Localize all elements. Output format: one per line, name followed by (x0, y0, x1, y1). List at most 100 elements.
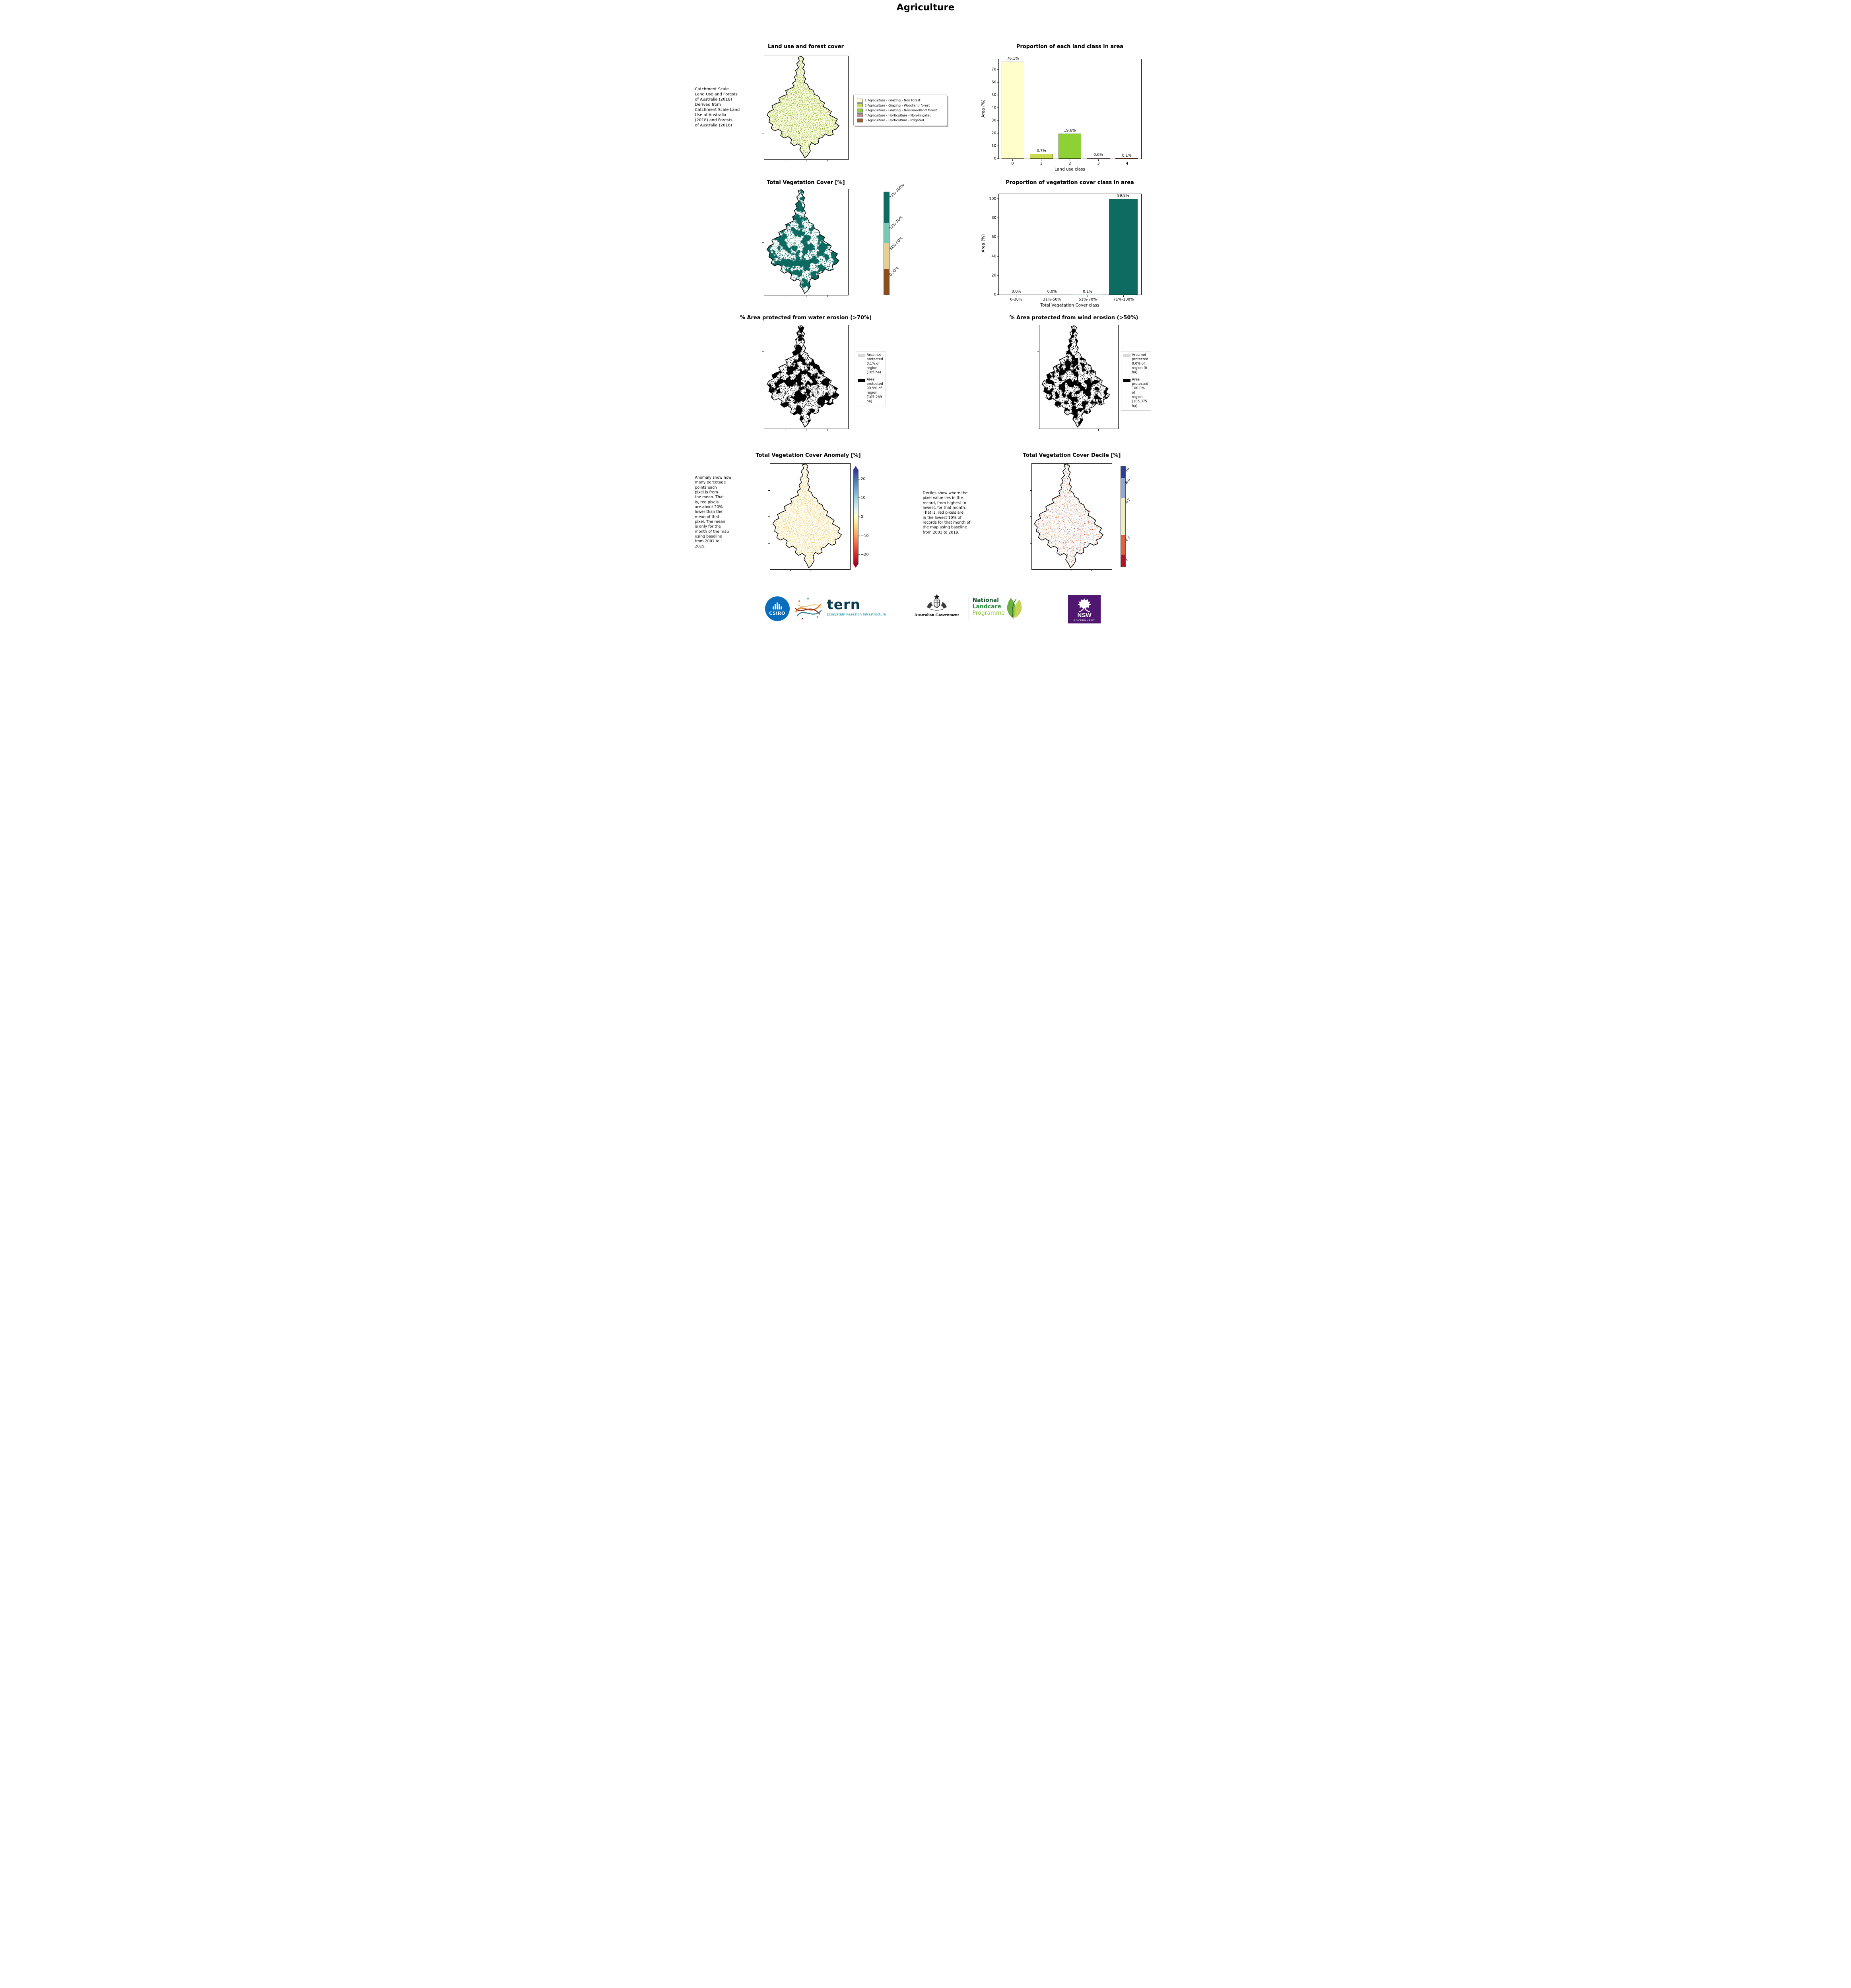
legend-label: Area protected 99.9% of region (105,269 … (866, 378, 883, 404)
australian-government-logo: Australian Government (909, 593, 965, 617)
plot-area-vegclass: 0 20 40 60 80 100 0.0% 0.0% 0.1% 99.9% (989, 194, 1142, 297)
panel-title-vegcover: Total Vegetation Cover [%] (767, 180, 845, 186)
legend-item: 3 Agriculture - Grazing - Non-woodland f… (857, 108, 944, 113)
map-vegcover (762, 189, 849, 297)
chart-title-vegclass: Proportion of vegetation cover class in … (1006, 180, 1134, 186)
bar-slot: 0.0% (1034, 194, 1070, 295)
bar-slot: 0.1% (1070, 194, 1106, 295)
x-tick-label: 1 (1027, 159, 1056, 166)
bar-value-label: 0.1% (1122, 153, 1132, 158)
colorbar-segment (884, 243, 889, 269)
legend-label: Area not protected 0.1% of region (105 h… (866, 353, 883, 375)
legend-item: Area protected 100.0% of region (105,375… (1123, 378, 1149, 408)
csiro-logo: CSIRO (765, 596, 790, 621)
panel-title-decile: Total Vegetation Cover Decile [%] (1023, 452, 1121, 458)
bar (1030, 154, 1053, 159)
tern-wordmark: tern (827, 597, 860, 613)
bar-slot: 19.6% (1056, 59, 1084, 159)
bar (1087, 158, 1110, 159)
page-title: Agriculture (896, 2, 955, 13)
y-tick: 0 (994, 293, 999, 297)
nsw-wordmark: NSW (1077, 612, 1092, 619)
legend-item: 4 Agriculture - Horticulture - Non-irrig… (857, 113, 944, 117)
legend-swatch (857, 98, 863, 103)
wind-erosion-legend: Area not protected 0.0% of region (0 ha)… (1121, 351, 1151, 411)
x-ticks-vegclass: 0-30% 31%-50% 51%-70% 71%-100% (998, 295, 1142, 302)
nsw-government-label: GOVERNMENT (1073, 619, 1095, 622)
decile-explainer-note: Deciles show where the pixel value lies … (923, 491, 971, 535)
map-anomaly-graphic (772, 464, 842, 568)
landcare-word-national: National (972, 597, 999, 604)
map-water-erosion-graphic (766, 325, 839, 427)
bar (1001, 62, 1024, 159)
legend-item: 1 Agriculture - Grazing - Non forest (857, 98, 944, 103)
x-tick-label: 51%-70% (1070, 295, 1106, 302)
y-tick: 40 (991, 105, 999, 110)
bar-value-label: 0.0% (1012, 289, 1022, 294)
map-landuse (762, 56, 849, 161)
nsw-waratah-icon: NSW GOVERNMENT (1068, 595, 1101, 623)
map-wind-erosion-graphic (1041, 325, 1110, 427)
legend-item: Area not protected 0.0% of region (0 ha) (1123, 353, 1149, 375)
bar (1109, 199, 1138, 295)
plot-area-landclass: 0 10 20 30 40 50 60 70 76.1% 3.7% 19.6% … (991, 56, 1142, 161)
legend-label: Area protected 100.0% of region (105,375… (1132, 378, 1148, 408)
x-ticks-landclass: 0 1 2 3 4 (998, 159, 1142, 166)
bar (1115, 158, 1138, 159)
bar-value-label: 76.1% (1007, 56, 1019, 61)
colorbar-label: 31%-50% (888, 236, 904, 251)
national-landcare-logo: National Landcare Programme (973, 597, 1005, 616)
colorbar-label: 71%-100% (888, 183, 905, 200)
colorbar-tick: 10 (858, 496, 866, 500)
colorbar-segment (1121, 555, 1125, 567)
x-tick-label: 71%-100% (1106, 295, 1142, 302)
y-tick: 80 (991, 216, 999, 220)
map-landuse-graphic (766, 56, 839, 158)
bar-value-label: 0.1% (1083, 289, 1093, 294)
y-tick: 30 (991, 118, 999, 122)
y-tick: 40 (991, 254, 999, 258)
y-tick: 60 (991, 80, 999, 84)
colorbar-tick: −20 (858, 553, 869, 557)
y-tick: 20 (991, 273, 999, 278)
landuse-source-note: Catchment Scale Land Use and Forests of … (695, 87, 740, 128)
bar-value-label: 0.0% (1047, 289, 1057, 294)
y-tick: 10 (991, 144, 999, 148)
map-decile (1029, 463, 1112, 571)
y-tick: 0 (994, 157, 999, 161)
bar-slot: 0.1% (1113, 59, 1141, 159)
legend-label: Area not protected 0.0% of region (0 ha) (1132, 353, 1148, 375)
y-tick: 20 (991, 131, 999, 135)
x-tick-label: 2 (1056, 159, 1084, 166)
legend-item: 5 Agriculture - Horticulture - Irrigated (857, 118, 944, 122)
colorbar-segment (1121, 498, 1125, 535)
x-axis-label: Land use class (1055, 167, 1085, 172)
x-tick-label: 3 (1084, 159, 1113, 166)
chart-title-landclass: Proportion of each land class in area (1016, 44, 1124, 50)
legend-swatch (1123, 379, 1130, 382)
legend-item: Area protected 99.9% of region (105,269 … (858, 378, 884, 404)
bar-slot: 3.7% (1027, 59, 1056, 159)
bar-value-label: 3.7% (1036, 149, 1046, 153)
y-axis-label: Area (%) (981, 99, 986, 118)
y-tick: 100 (989, 197, 999, 201)
legend-item: Area not protected 0.1% of region (105 h… (858, 353, 884, 375)
csiro-waveform-icon (765, 596, 790, 610)
map-decile-graphic (1034, 464, 1103, 568)
x-axis-label: Total Vegetation Cover class (1040, 303, 1099, 308)
map-vegcover-graphic (766, 189, 839, 294)
bar-value-label: 19.6% (1064, 128, 1076, 133)
bar-value-label: 0.6% (1094, 153, 1103, 157)
legend-item: 2 Agriculture - Grazing - Woodland fores… (857, 103, 944, 107)
colorbar-label: 51%-70% (888, 215, 904, 231)
colorbar-label: 0-30% (888, 266, 899, 277)
colorbar-segment (884, 223, 889, 243)
legend-label: 2 Agriculture - Grazing - Woodland fores… (864, 103, 930, 107)
landcare-word-landcare: Landcare (972, 604, 1002, 610)
decile-colorbar (1120, 466, 1126, 567)
vegcover-colorbar (883, 192, 890, 295)
bar-slot: 99.9% (1105, 194, 1141, 295)
colorbar-tick: 20 (858, 477, 866, 481)
colorbar-segment (884, 269, 889, 295)
panel-title-anomaly: Total Vegetation Cover Anomaly [%] (756, 452, 861, 458)
